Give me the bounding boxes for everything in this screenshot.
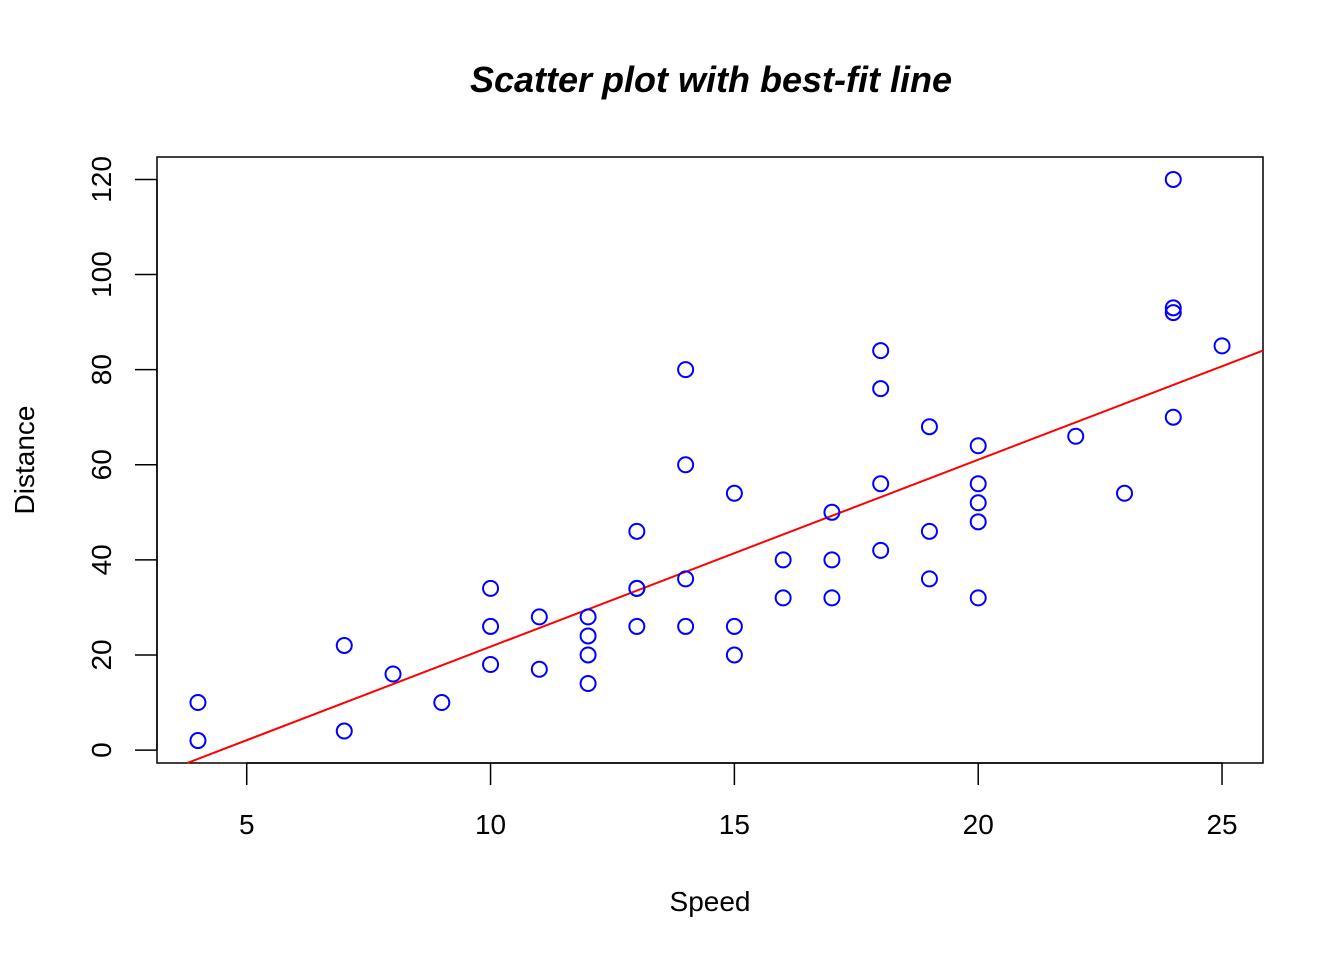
data-point (774, 589, 792, 607)
data-point (677, 617, 695, 635)
data-point (628, 522, 646, 540)
data-point (823, 551, 841, 569)
data-point (969, 475, 987, 493)
y-tick-label: 40 (86, 544, 117, 575)
data-point (530, 608, 548, 626)
data-point (969, 494, 987, 512)
data-point (1164, 408, 1182, 426)
y-axis-label: Distance (9, 406, 40, 515)
data-point (482, 579, 500, 597)
data-point (823, 503, 841, 521)
x-axis-label: Speed (670, 886, 751, 917)
x-tick-label: 20 (963, 809, 994, 840)
data-point (579, 646, 597, 664)
x-tick-label: 15 (719, 809, 750, 840)
data-point (677, 456, 695, 474)
data-point (189, 694, 207, 712)
y-tick-label: 100 (86, 251, 117, 298)
best-fit-line-layer (186, 349, 1264, 764)
y-tick-label: 60 (86, 449, 117, 480)
y-tick-label: 0 (86, 742, 117, 758)
data-point (872, 342, 890, 360)
data-point (872, 475, 890, 493)
data-point (579, 627, 597, 645)
best-fit-line (186, 349, 1264, 764)
data-point (872, 380, 890, 398)
y-tick-label: 20 (86, 639, 117, 670)
data-point (872, 541, 890, 559)
data-point (482, 617, 500, 635)
data-point (774, 551, 792, 569)
x-tick-label: 25 (1206, 809, 1237, 840)
y-tick-label: 80 (86, 354, 117, 385)
data-point (628, 579, 646, 597)
data-point (1116, 484, 1134, 502)
data-point (189, 732, 207, 750)
data-point (920, 418, 938, 436)
data-point (579, 608, 597, 626)
data-point (335, 636, 353, 654)
data-point (579, 674, 597, 692)
data-point (725, 617, 743, 635)
data-point (530, 660, 548, 678)
data-point (920, 522, 938, 540)
y-tick-label: 120 (86, 156, 117, 203)
data-point (1067, 427, 1085, 445)
data-point (1213, 337, 1231, 355)
chart-title: Scatter plot with best-fit line (470, 59, 952, 100)
plot-frame (156, 156, 1264, 764)
data-point (969, 589, 987, 607)
data-point (969, 513, 987, 531)
data-point (628, 617, 646, 635)
data-point (823, 589, 841, 607)
data-point (1164, 170, 1182, 188)
data-point (677, 570, 695, 588)
data-point (677, 361, 695, 379)
data-point (969, 437, 987, 455)
data-point (335, 722, 353, 740)
y-axis: 0 20 40 60 80 100 120 (86, 156, 158, 758)
data-point (725, 646, 743, 664)
data-point (725, 484, 743, 502)
x-tick-label: 10 (475, 809, 506, 840)
data-point (1164, 299, 1182, 317)
x-axis: 5 10 15 20 25 (239, 762, 1238, 840)
data-point (384, 665, 402, 683)
data-point (433, 694, 451, 712)
points-layer (189, 170, 1231, 750)
x-tick-label: 5 (239, 809, 255, 840)
data-point (920, 570, 938, 588)
data-point (1164, 304, 1182, 322)
data-point (482, 655, 500, 673)
